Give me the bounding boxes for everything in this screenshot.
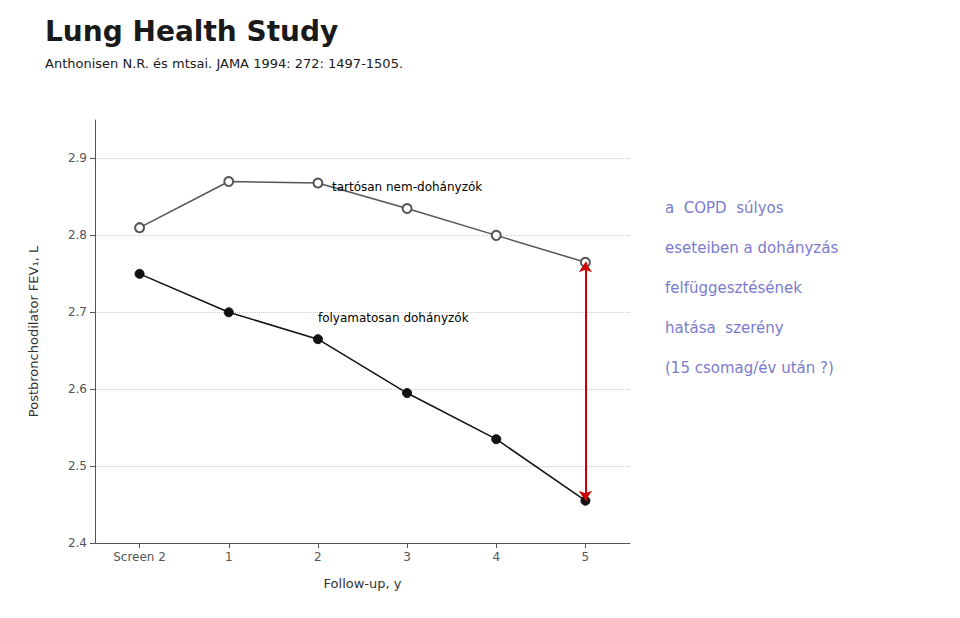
svg-text:3: 3 <box>403 550 411 564</box>
svg-text:2.6: 2.6 <box>68 382 87 396</box>
svg-text:5: 5 <box>582 550 590 564</box>
svg-text:folyamatosan dohányzók: folyamatosan dohányzók <box>318 311 469 325</box>
svg-text:Postbronchodilator FEV₁, L: Postbronchodilator FEV₁, L <box>26 245 41 417</box>
svg-text:Follow-up, y: Follow-up, y <box>324 576 402 591</box>
svg-text:2.5: 2.5 <box>68 459 87 473</box>
svg-text:felfüggesztésének: felfüggesztésének <box>665 279 802 297</box>
svg-text:a COPD súlyos: a COPD súlyos <box>665 199 784 217</box>
svg-text:Screen 2: Screen 2 <box>113 550 166 564</box>
svg-text:hatása szerény: hatása szerény <box>665 319 784 337</box>
svg-text:1: 1 <box>225 550 233 564</box>
svg-text:Anthonisen N.R. és mtsai. JAMA: Anthonisen N.R. és mtsai. JAMA 1994: 272… <box>45 56 403 71</box>
svg-text:2: 2 <box>314 550 322 564</box>
svg-text:4: 4 <box>492 550 500 564</box>
svg-text:(15 csomag/év után ?): (15 csomag/év után ?) <box>665 359 834 377</box>
svg-text:2.4: 2.4 <box>68 536 87 550</box>
svg-text:2.9: 2.9 <box>68 151 87 165</box>
svg-text:eseteiben a dohányzás: eseteiben a dohányzás <box>665 239 838 257</box>
svg-text:2.8: 2.8 <box>68 228 87 242</box>
svg-text:tartósan nem-dohányzók: tartósan nem-dohányzók <box>332 180 482 194</box>
svg-text:2.7: 2.7 <box>68 305 87 319</box>
svg-text:Lung Health Study: Lung Health Study <box>45 15 338 48</box>
